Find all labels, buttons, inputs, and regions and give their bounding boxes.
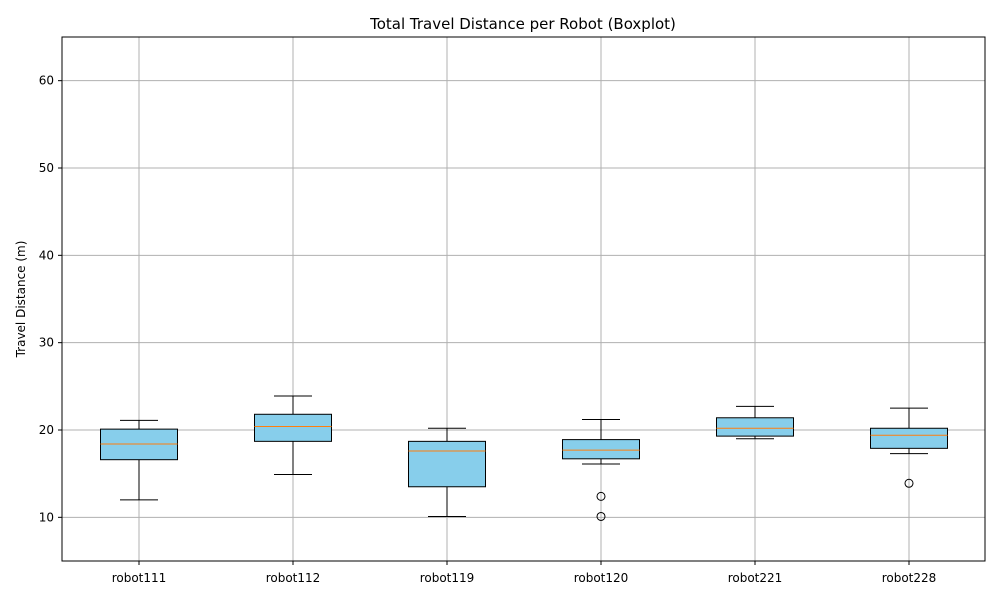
y-axis-label: Travel Distance (m) (14, 241, 28, 359)
iqr-box (254, 413, 332, 442)
box-layer (100, 395, 948, 521)
box-group (716, 405, 794, 440)
box-group (254, 395, 332, 476)
y-tick-label: 40 (39, 248, 54, 262)
outlier-point (904, 478, 914, 488)
x-tick-label: robot119 (420, 571, 475, 585)
outlier-point (596, 511, 606, 521)
y-tick-label: 50 (39, 161, 54, 175)
box-group (100, 419, 178, 501)
grid-layer (62, 37, 985, 561)
x-tick-label: robot221 (728, 571, 783, 585)
y-tick-label: 60 (39, 74, 54, 88)
iqr-box (408, 440, 486, 488)
y-tick-label: 10 (39, 510, 54, 524)
chart-title: Total Travel Distance per Robot (Boxplot… (369, 15, 676, 33)
box-group (870, 407, 948, 488)
tick-layer: 10 20 30 40 50 60 robot111 robot112 robot119 robo… (39, 74, 937, 585)
iqr-box (716, 417, 794, 437)
outlier-point (596, 491, 606, 501)
iqr-box (870, 427, 948, 449)
box-group (408, 427, 486, 517)
plot-frame (61, 36, 986, 562)
x-tick-label: robot111 (112, 571, 167, 585)
iqr-box (562, 439, 640, 460)
y-tick-label: 30 (39, 336, 54, 350)
y-tick-label: 20 (39, 423, 54, 437)
x-tick-label: robot112 (266, 571, 321, 585)
x-tick-label: robot228 (882, 571, 937, 585)
box-group (562, 419, 640, 521)
x-tick-label: robot120 (574, 571, 629, 585)
